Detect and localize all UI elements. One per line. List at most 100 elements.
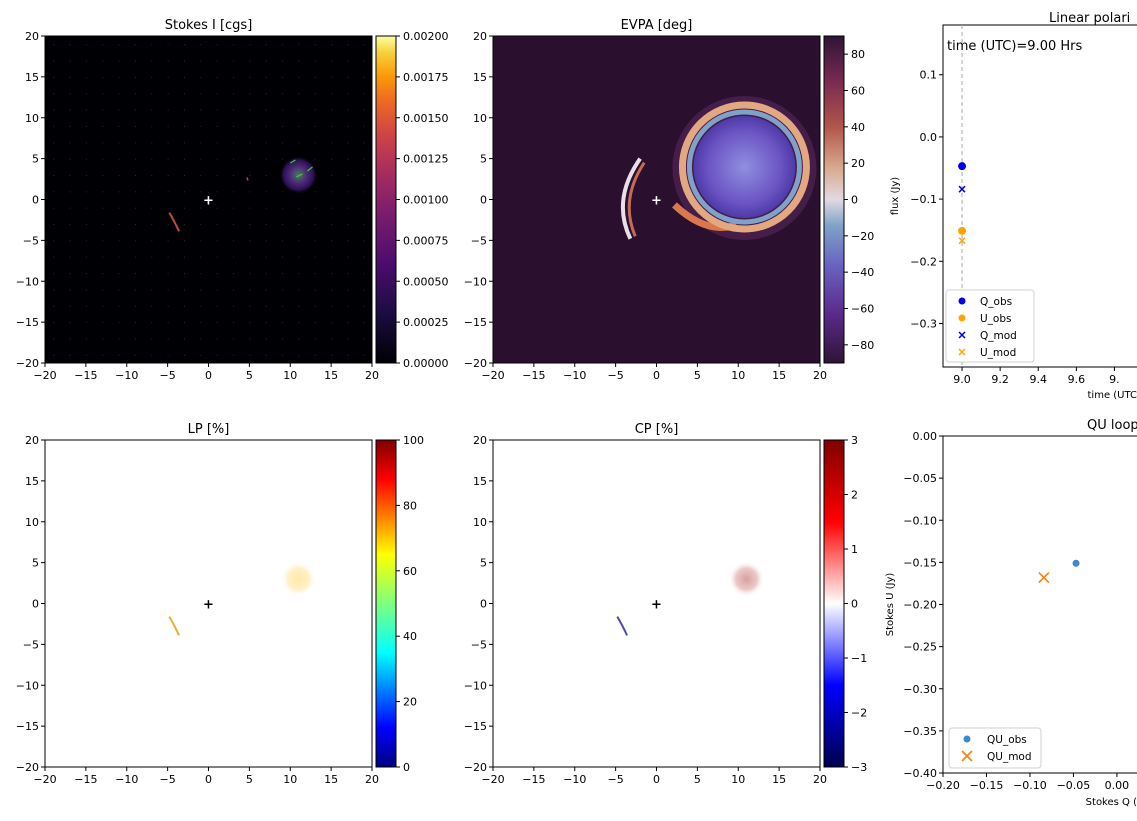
vector-dot (102, 273, 104, 275)
vector-dot (265, 60, 267, 62)
vector-dot (265, 76, 267, 78)
vector-dot (347, 240, 349, 242)
vector-dot (85, 322, 87, 324)
data-point-Q_mod (958, 185, 966, 193)
chart-title: QU loop (1087, 418, 1137, 433)
x-tick-label: −0.15 (970, 779, 1004, 792)
vector-dot (183, 76, 185, 78)
vector-dot (200, 305, 202, 307)
vector-dot (151, 338, 153, 340)
x-tick-label: 9.2 (991, 373, 1009, 386)
vector-dot (183, 125, 185, 127)
y-tick-label: 15 (473, 71, 487, 84)
vector-dot (118, 338, 120, 340)
vector-dot (331, 240, 333, 242)
vector-dot (69, 158, 71, 160)
colorbar-tick-label: 60 (403, 565, 417, 578)
vector-dot (233, 174, 235, 176)
y-tick-label: −15 (16, 316, 39, 329)
panel-evpa: EVPA [deg] + −20 −15 −10 −5 0 5 10 15 20 20 15 10 5 0 −5… (464, 18, 874, 382)
x-tick-label: 15 (772, 773, 786, 786)
center-marker: + (203, 194, 214, 209)
vector-dot (200, 76, 202, 78)
vector-dot (331, 109, 333, 111)
vector-dot (102, 174, 104, 176)
vector-dot (134, 207, 136, 209)
vector-dot (183, 289, 185, 291)
vector-dot (314, 305, 316, 307)
legend-box (948, 727, 1042, 769)
vector-dot (249, 338, 251, 340)
vector-dot (200, 60, 202, 62)
x-tick-label: −15 (522, 773, 545, 786)
vector-dot (249, 207, 251, 209)
vector-dot (233, 60, 235, 62)
vector-dot (265, 322, 267, 324)
y-tick-label: −15 (16, 720, 39, 733)
vector-dot (282, 109, 284, 111)
vector-dot (216, 191, 218, 193)
vector-dot (183, 322, 185, 324)
vector-dot (331, 60, 333, 62)
y-tick-label: 10 (25, 112, 39, 125)
vector-dot (134, 305, 136, 307)
vector-dot (151, 93, 153, 95)
legend-label: U_obs (980, 313, 1012, 325)
vector-dot (363, 207, 365, 209)
colorbar-tick-label: 20 (851, 157, 865, 170)
colorbar-tick-label: 0.00125 (403, 153, 449, 166)
vector-dot (151, 60, 153, 62)
vector-dot (134, 93, 136, 95)
vector-dot (347, 44, 349, 46)
vector-dot (118, 109, 120, 111)
vector-dot (347, 224, 349, 226)
colorbar-tick-label: 0.00200 (403, 30, 449, 43)
vector-dot (53, 256, 55, 258)
vector-dot (167, 256, 169, 258)
vector-dot (298, 109, 300, 111)
vector-dot (282, 76, 284, 78)
colorbar-tick-label: 1 (851, 543, 858, 556)
colorbar-tick-label: −20 (851, 230, 874, 243)
vector-dot (134, 76, 136, 78)
data-point-Q_obs (958, 162, 967, 171)
vector-dot (347, 174, 349, 176)
legend-marker (958, 348, 966, 356)
colorbar-tick-label: 100 (403, 434, 424, 447)
vector-dot (314, 354, 316, 356)
vector-dot (314, 207, 316, 209)
vector-dot (53, 240, 55, 242)
y-tick-label: −0.35 (903, 725, 937, 738)
vector-dot (265, 191, 267, 193)
vector-dot (216, 338, 218, 340)
vector-dot (298, 125, 300, 127)
vector-dot (363, 224, 365, 226)
vector-dot (134, 191, 136, 193)
vector-dot (314, 289, 316, 291)
colorbar (823, 35, 845, 364)
vector-dot (134, 289, 136, 291)
y-tick-label: 15 (473, 475, 487, 488)
panel-stokes: Stokes I [cgs] + −20 −15 −10 −5 0 5 10 15 20 20 15 10… (16, 18, 449, 382)
pol-tick (290, 159, 296, 164)
x-tick-label: 5 (246, 773, 253, 786)
vector-dot (233, 44, 235, 46)
y-tick-label: 0 (32, 194, 39, 207)
vector-dot (118, 224, 120, 226)
vector-dot (249, 76, 251, 78)
vector-dot (69, 224, 71, 226)
data-point-U_obs (958, 226, 967, 235)
vector-dot (200, 191, 202, 193)
vector-dot (331, 354, 333, 356)
y-tick-label: −10 (16, 679, 39, 692)
vector-dot (249, 158, 251, 160)
vector-dot (265, 109, 267, 111)
vector-dot (216, 174, 218, 176)
colorbar-tick-label: 0 (851, 598, 858, 611)
vector-dot (69, 256, 71, 258)
vector-dot (216, 60, 218, 62)
vector-dot (69, 142, 71, 144)
vector-dot (183, 93, 185, 95)
vector-dot (314, 125, 316, 127)
y-tick-label: 20 (473, 30, 487, 43)
